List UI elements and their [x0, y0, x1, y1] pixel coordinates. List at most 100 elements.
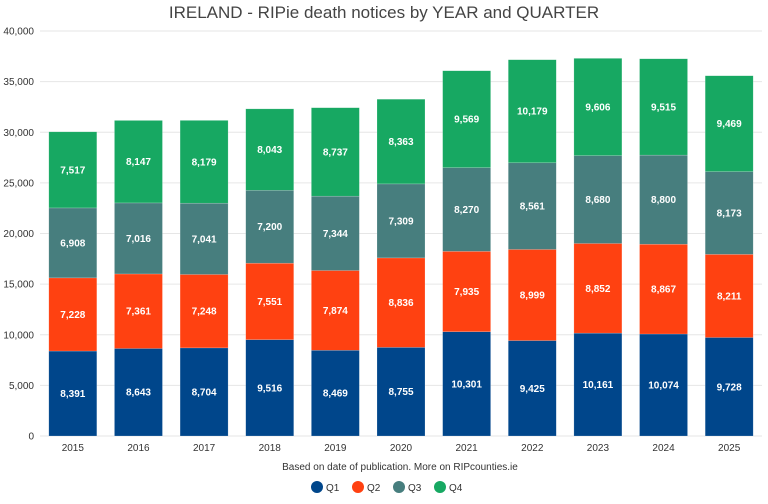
bar-q3-2025 [704, 171, 754, 255]
data-label: 7,517 [60, 165, 85, 176]
bar-q3-2021 [442, 167, 491, 252]
data-label: 10,161 [583, 380, 614, 391]
data-label: 8,755 [388, 387, 413, 398]
bar-q2-2021 [442, 251, 491, 332]
legend-marker-q1 [311, 481, 323, 493]
bar-q3-2020 [376, 183, 426, 259]
data-label: 8,469 [323, 389, 348, 400]
bar-q1-2018 [245, 339, 294, 437]
data-label: 8,643 [126, 388, 151, 399]
y-tick-label: 30,000 [3, 128, 34, 139]
x-tick-label: 2018 [259, 443, 282, 454]
bar-q3-2023 [573, 155, 623, 244]
bar-q2-2019 [311, 270, 360, 351]
data-label: 8,737 [323, 147, 348, 158]
bar-q2-2024 [639, 243, 688, 335]
y-tick-label: 25,000 [3, 178, 34, 189]
x-tick-label: 2022 [521, 443, 544, 454]
bar-q2-2018 [245, 262, 294, 340]
data-label: 8,867 [651, 285, 676, 296]
legend-label: Q4 [449, 483, 463, 494]
bar-q2-2023 [573, 243, 623, 334]
data-label: 7,344 [323, 229, 348, 240]
data-label: 7,309 [388, 216, 413, 227]
x-tick-label: 2019 [324, 443, 347, 454]
data-label: 7,361 [126, 307, 151, 318]
data-label: 9,606 [585, 102, 610, 113]
data-label: 10,179 [517, 107, 548, 118]
bar-q3-2015 [48, 207, 98, 279]
data-label: 8,836 [388, 298, 413, 309]
legend-label: Q2 [367, 483, 381, 494]
data-label: 8,270 [454, 205, 479, 216]
bar-q4-2022 [508, 59, 557, 164]
data-label: 7,041 [192, 234, 217, 245]
bar-q1-2022 [508, 340, 557, 437]
x-tick-label: 2024 [652, 443, 675, 454]
x-tick-label: 2025 [718, 443, 741, 454]
data-label: 9,469 [717, 119, 742, 130]
data-label: 8,561 [520, 202, 545, 213]
bar-q4-2016 [114, 120, 163, 204]
bar-q1-2017 [179, 347, 229, 437]
data-label: 8,211 [717, 291, 742, 302]
bar-q2-2017 [179, 274, 229, 349]
bar-q4-2024 [639, 58, 688, 156]
data-label: 8,147 [126, 157, 151, 168]
x-tick-label: 2023 [587, 443, 610, 454]
legend-label: Q3 [408, 483, 422, 494]
bar-q4-2023 [573, 58, 623, 156]
bar-q1-2024 [639, 333, 688, 437]
bar-q4-2017 [179, 120, 229, 204]
x-tick-label: 2017 [193, 443, 216, 454]
y-tick-label: 5,000 [9, 381, 34, 392]
data-label: 7,874 [323, 306, 348, 317]
data-label: 9,516 [257, 383, 282, 394]
bar-q1-2015 [48, 350, 98, 437]
data-label: 7,551 [257, 297, 282, 308]
chart-title: IRELAND - RIPie death notices by YEAR an… [169, 3, 599, 22]
bar-q3-2019 [311, 195, 360, 271]
y-tick-label: 35,000 [3, 77, 34, 88]
x-tick-label: 2020 [390, 443, 413, 454]
data-label: 7,016 [126, 234, 151, 245]
data-label: 7,200 [257, 222, 282, 233]
chart-subtitle: Based on date of publication. More on RI… [282, 462, 518, 473]
bar-q4-2025 [704, 75, 754, 172]
data-label: 7,935 [454, 287, 479, 298]
bar-q1-2021 [442, 331, 491, 437]
bar-q1-2016 [114, 348, 163, 437]
data-label: 8,179 [192, 157, 217, 168]
legend-marker-q3 [393, 481, 405, 493]
data-label: 9,728 [717, 382, 742, 393]
data-label: 6,908 [60, 238, 85, 249]
bar-q4-2018 [245, 108, 294, 191]
data-label: 8,800 [651, 195, 676, 206]
bar-q3-2018 [245, 190, 294, 264]
data-label: 8,852 [585, 284, 610, 295]
y-tick-label: 15,000 [3, 280, 34, 291]
legend-marker-q2 [352, 481, 364, 493]
bar-q2-2025 [704, 254, 754, 338]
data-label: 8,391 [60, 389, 85, 400]
bar-q4-2015 [48, 131, 98, 209]
bar-q1-2023 [573, 332, 623, 437]
data-label: 10,301 [451, 379, 482, 390]
bar-q4-2019 [311, 107, 360, 197]
data-label: 9,425 [520, 384, 545, 395]
data-label: 7,248 [192, 307, 217, 318]
bar-q2-2016 [114, 273, 163, 349]
bar-q4-2020 [376, 98, 426, 185]
legend-label: Q1 [326, 483, 340, 494]
bar-q2-2015 [48, 277, 98, 352]
bar-q2-2020 [376, 257, 426, 348]
data-label: 8,999 [520, 291, 545, 302]
bar-q4-2021 [442, 70, 491, 168]
y-tick-label: 0 [28, 432, 34, 443]
y-tick-label: 20,000 [3, 229, 34, 240]
bar-q1-2025 [704, 337, 754, 437]
data-label: 7,228 [60, 310, 85, 321]
x-tick-label: 2021 [456, 443, 479, 454]
data-label: 9,569 [454, 115, 479, 126]
